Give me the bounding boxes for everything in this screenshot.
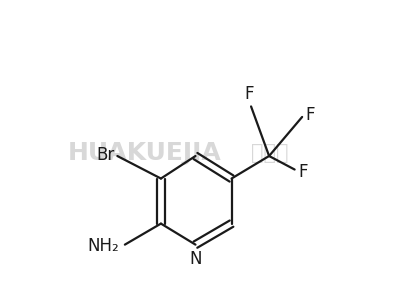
Text: 化学加: 化学加 [251, 143, 288, 163]
Text: Br: Br [96, 146, 115, 164]
Text: F: F [298, 162, 307, 181]
Text: NH₂: NH₂ [87, 237, 119, 255]
Text: F: F [305, 106, 315, 124]
Text: HUAKUEJIA: HUAKUEJIA [68, 141, 222, 165]
Text: F: F [245, 85, 254, 103]
Text: N: N [189, 250, 202, 268]
